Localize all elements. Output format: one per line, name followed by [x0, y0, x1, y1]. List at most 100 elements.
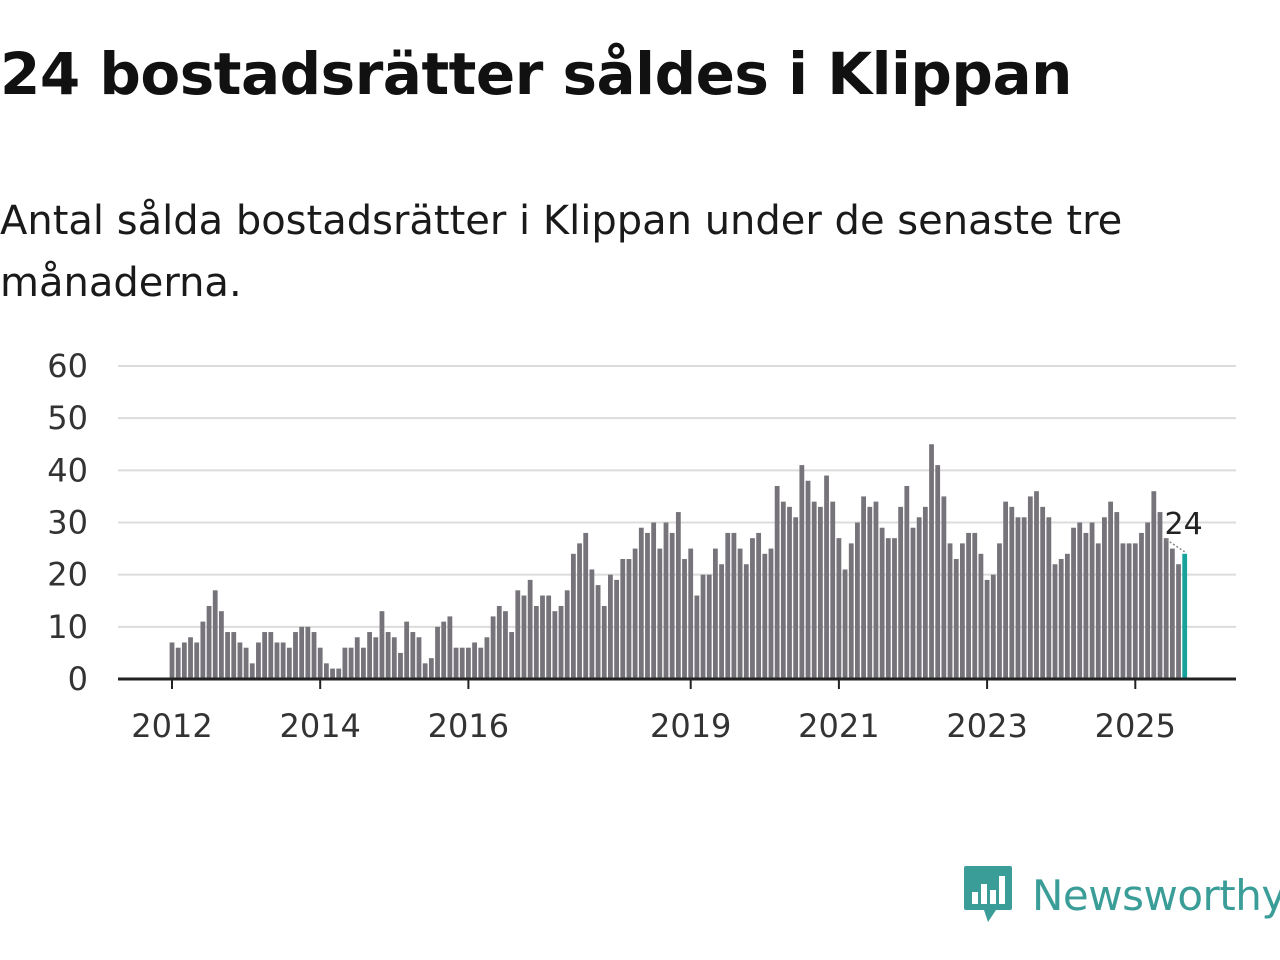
bar [583, 532, 589, 679]
bar [515, 590, 521, 679]
bar [787, 506, 792, 679]
bar [428, 658, 434, 679]
bar [1089, 522, 1095, 679]
bar [1157, 512, 1163, 679]
bar [626, 559, 632, 679]
bar [645, 532, 650, 679]
bar [225, 632, 230, 679]
bar [169, 642, 175, 679]
bar [601, 605, 607, 679]
bar [608, 574, 613, 679]
bar [348, 647, 354, 679]
bar [910, 527, 916, 679]
bar [274, 642, 280, 679]
newsworthy-logo[interactable]: Newsworthy [962, 864, 1280, 926]
bar [564, 590, 570, 679]
bar [237, 642, 243, 679]
x-tick-label: 2019 [650, 707, 731, 745]
x-tick-label: 2023 [946, 707, 1027, 745]
bar [675, 512, 681, 679]
bar [1003, 501, 1009, 679]
bar [1040, 506, 1046, 679]
bar [904, 485, 910, 679]
bar [410, 632, 416, 679]
bar [200, 621, 206, 679]
bar [1046, 517, 1052, 679]
bar [188, 637, 193, 679]
bar [533, 605, 539, 679]
bar [1058, 559, 1064, 679]
bar [824, 475, 829, 679]
bar [1114, 512, 1120, 679]
bar [1027, 496, 1033, 679]
bar [391, 637, 397, 679]
bar [1176, 564, 1181, 679]
bar [737, 548, 743, 679]
bar [978, 553, 984, 679]
bar [725, 532, 731, 679]
bar [731, 532, 737, 679]
bar [972, 532, 978, 679]
bar [280, 642, 286, 679]
bar [367, 632, 372, 679]
bar [682, 559, 687, 679]
bar [892, 538, 897, 679]
bar [756, 532, 762, 679]
bar [256, 642, 261, 679]
y-tick-label: 0 [68, 660, 88, 698]
bar [206, 605, 212, 679]
x-tick-label: 2021 [798, 707, 879, 745]
bar [175, 647, 181, 679]
bar [527, 579, 533, 679]
bar [700, 574, 706, 679]
bar [941, 496, 947, 679]
bar [1145, 522, 1151, 679]
bar [317, 647, 323, 679]
bar [293, 632, 298, 679]
bar [663, 522, 669, 679]
bar [416, 637, 422, 679]
bar [1015, 517, 1021, 679]
bar [811, 501, 817, 679]
bar [916, 517, 922, 679]
bar [447, 616, 453, 679]
bar [768, 548, 774, 679]
bar [546, 595, 552, 679]
bar [1052, 564, 1058, 679]
bar [793, 517, 799, 679]
bar [379, 611, 385, 679]
bar [879, 527, 885, 679]
bar [404, 621, 410, 679]
bar [799, 465, 805, 679]
bar [1083, 532, 1089, 679]
bar [478, 647, 484, 679]
bar [657, 548, 663, 679]
bar [805, 480, 811, 679]
bar [342, 647, 348, 679]
bar [472, 642, 477, 679]
bar [484, 637, 490, 679]
bar [435, 626, 440, 679]
bar [1009, 506, 1015, 679]
bar [1169, 548, 1175, 679]
bar [243, 647, 249, 679]
bar [385, 632, 391, 679]
bar [466, 647, 471, 679]
bar [719, 564, 724, 679]
bar [762, 553, 768, 679]
bar [960, 543, 965, 679]
chart-subtitle: Antal sålda bostadsrätter i Klippan unde… [0, 198, 1123, 306]
bar [299, 626, 305, 679]
bar [929, 444, 934, 679]
bar [984, 579, 990, 679]
bar [509, 632, 515, 679]
newsworthy-logo-icon [964, 866, 1012, 922]
bar [219, 611, 224, 679]
bar [1077, 522, 1083, 679]
bar [262, 632, 268, 679]
bar [589, 569, 595, 679]
bar [1108, 501, 1113, 679]
bar [1151, 491, 1157, 679]
bar [181, 642, 187, 679]
y-tick-label: 50 [47, 399, 88, 437]
